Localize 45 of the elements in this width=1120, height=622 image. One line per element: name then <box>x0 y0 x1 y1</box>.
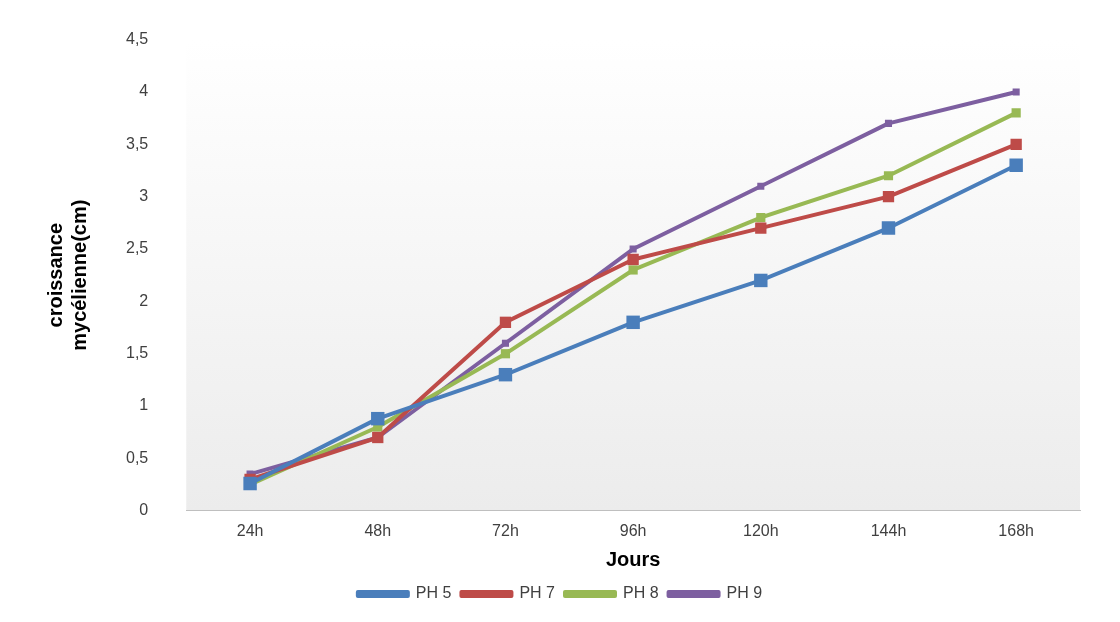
point <box>755 222 767 234</box>
y-tick-label: 2,5 <box>125 239 149 257</box>
x-tick-label: 48h <box>364 521 392 539</box>
y-axis-title: croissance mycélienne(cm) <box>43 199 90 351</box>
y-tick-label: 3 <box>139 187 149 205</box>
x-tick-label: 96h <box>619 521 647 539</box>
point <box>627 253 639 266</box>
point <box>498 367 513 382</box>
point <box>884 119 893 127</box>
point <box>1011 108 1021 118</box>
y-tick-label: 0,5 <box>125 448 149 466</box>
point <box>756 213 766 223</box>
x-tick-label: 144h <box>870 521 907 539</box>
point <box>501 339 509 347</box>
point <box>1012 88 1020 96</box>
x-axis-title: Jours <box>605 547 661 570</box>
legend-label: PH 5 <box>415 584 452 602</box>
point <box>371 411 385 426</box>
y-tick-label: 1 <box>139 396 149 414</box>
point <box>881 221 896 235</box>
y-tick-label: 3,5 <box>125 134 149 152</box>
x-tick-label: 24h <box>236 521 264 539</box>
point <box>883 171 894 181</box>
point <box>882 191 895 203</box>
point <box>243 476 257 491</box>
x-tick-label: 120h <box>743 521 779 539</box>
point <box>1009 158 1023 172</box>
y-tick-label: 1,5 <box>125 344 149 362</box>
point <box>754 273 768 288</box>
point <box>500 349 511 359</box>
x-tick-label: 168h <box>998 521 1034 539</box>
point <box>757 182 765 190</box>
x-tick-label: 72h <box>492 521 519 539</box>
point <box>628 265 638 275</box>
y-tick-label: 2 <box>139 291 149 309</box>
legend-label: PH 8 <box>623 584 659 602</box>
point <box>626 315 640 330</box>
legend-label: PH 7 <box>519 584 556 602</box>
y-tick-label: 0 <box>139 501 149 519</box>
y-tick-label: 4 <box>139 82 149 100</box>
point <box>1010 138 1022 150</box>
y-tick-label: 4,5 <box>125 30 149 48</box>
point <box>629 245 637 253</box>
point <box>499 316 512 328</box>
legend-label: PH 9 <box>726 584 763 602</box>
